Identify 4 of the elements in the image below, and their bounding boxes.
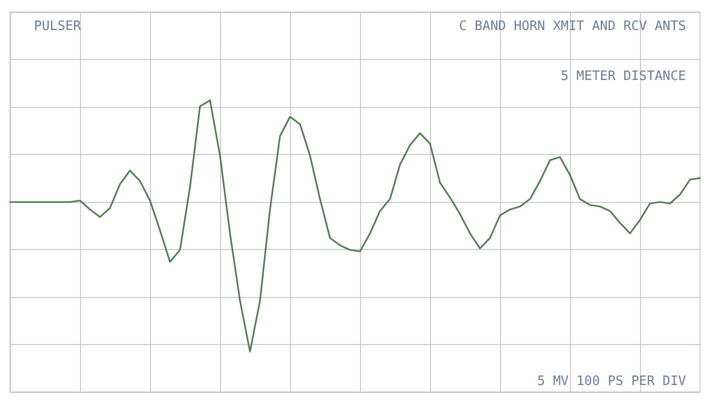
text: PULSER xyxy=(34,19,82,34)
text: 5 METER DISTANCE xyxy=(560,69,686,84)
text: 5 MV 100 PS PER DIV xyxy=(537,374,686,389)
text: C BAND HORN XMIT AND RCV ANTS xyxy=(459,19,686,34)
